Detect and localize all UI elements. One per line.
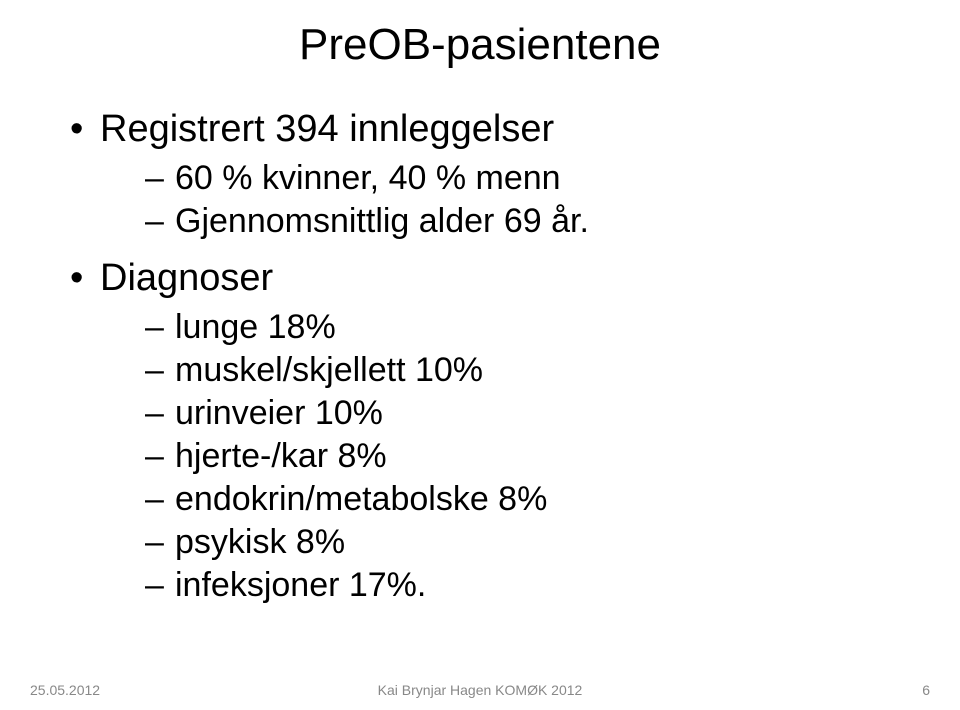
- bullet-sub: Gjennomsnittlig alder 69 år.: [145, 202, 910, 241]
- bullet-sub: lunge 18%: [145, 308, 910, 347]
- bullet-sub: urinveier 10%: [145, 394, 910, 433]
- bullet-sub: muskel/skjellett 10%: [145, 351, 910, 390]
- slide-content: Registrert 394 innleggelser 60 % kvinner…: [50, 108, 910, 605]
- bullet-main-text: Registrert 394 innleggelser: [100, 108, 554, 150]
- bullet-sub-text: endokrin/metabolske 8%: [175, 480, 547, 518]
- footer-author: Kai Brynjar Hagen KOMØK 2012: [330, 682, 630, 698]
- bullet-sub-text: urinveier 10%: [175, 394, 383, 432]
- bullet-sub-text: infeksjoner 17%.: [175, 566, 426, 604]
- bullet-sub: 60 % kvinner, 40 % menn: [145, 159, 910, 198]
- bullet-sub-text: hjerte-/kar 8%: [175, 437, 387, 475]
- bullet-main-text: Diagnoser: [100, 257, 273, 299]
- bullet-main: Registrert 394 innleggelser: [70, 108, 910, 151]
- sub-list: 60 % kvinner, 40 % menn Gjennomsnittlig …: [70, 159, 910, 241]
- footer-page-number: 6: [630, 682, 930, 698]
- slide-footer: 25.05.2012 Kai Brynjar Hagen KOMØK 2012 …: [0, 682, 960, 698]
- bullet-sub: hjerte-/kar 8%: [145, 437, 910, 476]
- bullet-sub-text: lunge 18%: [175, 308, 336, 346]
- bullet-sub: infeksjoner 17%.: [145, 566, 910, 605]
- slide-title: PreOB-pasientene: [50, 20, 910, 70]
- bullet-sub-text: psykisk 8%: [175, 523, 345, 561]
- bullet-main: Diagnoser: [70, 257, 910, 300]
- sub-list: lunge 18% muskel/skjellett 10% urinveier…: [70, 308, 910, 605]
- bullet-sub-text: muskel/skjellett 10%: [175, 351, 483, 389]
- bullet-sub-text: Gjennomsnittlig alder 69 år.: [175, 202, 589, 240]
- bullet-sub: endokrin/metabolske 8%: [145, 480, 910, 519]
- slide-container: PreOB-pasientene Registrert 394 innlegge…: [0, 0, 960, 710]
- bullet-sub-text: 60 % kvinner, 40 % menn: [175, 159, 561, 197]
- footer-date: 25.05.2012: [30, 682, 330, 698]
- bullet-sub: psykisk 8%: [145, 523, 910, 562]
